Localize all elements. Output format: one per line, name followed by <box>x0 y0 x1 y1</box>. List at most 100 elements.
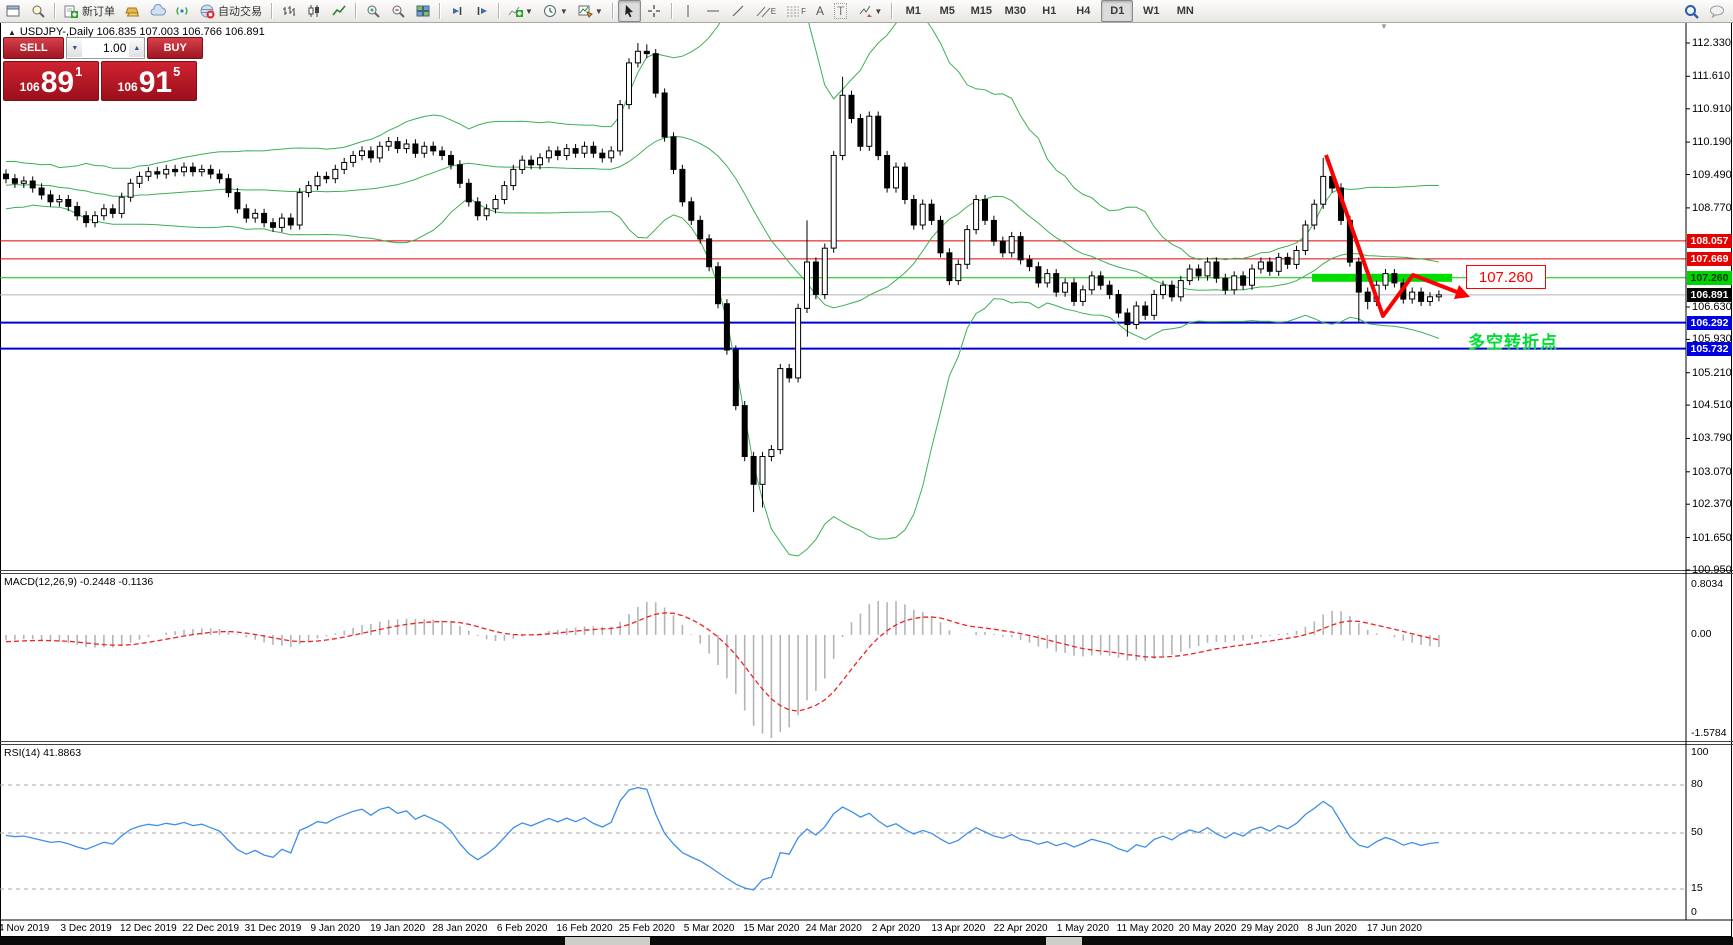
crosshair-icon <box>647 4 662 19</box>
price-tick-label: 109.490 <box>1692 168 1732 181</box>
arrows-tool-button[interactable]: ▼ <box>853 0 886 22</box>
tile-windows-icon <box>415 4 430 19</box>
autotrade-button[interactable]: 自动交易 <box>196 0 266 22</box>
text-tool-button[interactable]: A <box>812 0 828 22</box>
toolbar-separator <box>498 3 499 19</box>
templates-button[interactable]: ▼ <box>574 0 607 22</box>
sell-price-prefix: 106 <box>19 80 40 94</box>
rsi-axis-label: 15 <box>1691 882 1703 894</box>
auto-scroll-button[interactable] <box>445 0 468 22</box>
date-tick-label: 13 Apr 2020 <box>931 923 986 934</box>
taskbar-segment <box>1046 937 1082 945</box>
toolbar-separator <box>271 3 272 19</box>
indicators-button[interactable]: ▼ <box>504 0 537 22</box>
market-watch-button[interactable] <box>26 0 49 22</box>
dropdown-caret-icon: ▼ <box>874 6 883 16</box>
text-label-tool-button[interactable]: T <box>830 0 851 22</box>
candle-chart-mode-button[interactable] <box>302 0 325 22</box>
horizontal-line-icon <box>706 4 721 19</box>
date-tick-label: 20 May 2020 <box>1178 923 1237 934</box>
date-tick-label: 2 Apr 2020 <box>871 923 921 934</box>
date-tick-label: 25 Feb 2020 <box>618 923 675 934</box>
candlestick-icon <box>306 4 321 19</box>
zoom-in-button[interactable] <box>361 0 384 22</box>
rsi-axis-label: 50 <box>1691 826 1703 838</box>
price-chart[interactable] <box>0 22 1686 920</box>
price-badge: 108.057 <box>1687 233 1732 248</box>
level-annotation-box[interactable]: 107.260 <box>1466 265 1546 289</box>
rsi-axis-label: 80 <box>1691 778 1703 790</box>
timeframe-button-h1[interactable]: H1 <box>1042 5 1057 17</box>
timeframe-button-h4[interactable]: H4 <box>1076 5 1091 17</box>
magnifier-icon <box>30 4 45 19</box>
zoom-in-icon <box>365 4 380 19</box>
date-tick-label: 11 May 2020 <box>1116 923 1174 934</box>
pane-resize-handle[interactable]: ▼ <box>1380 22 1388 31</box>
sell-button[interactable]: SELL <box>3 37 65 59</box>
crosshair-tool-button[interactable] <box>643 0 666 22</box>
volume-decrease-button[interactable]: ▼ <box>67 39 83 57</box>
signal-icon <box>175 4 190 19</box>
hline-tool-button[interactable] <box>702 0 725 22</box>
turning-point-annotation[interactable]: 多空转折点 <box>1468 333 1558 352</box>
channel-tool-label: E <box>770 6 777 16</box>
date-tick-label: 19 Jan 2020 <box>370 923 426 934</box>
chart-window-button[interactable] <box>1 0 24 22</box>
volume-increase-button[interactable]: ▲ <box>129 39 145 57</box>
search-button[interactable] <box>1680 0 1703 22</box>
buy-price-main: 91 <box>138 66 173 99</box>
price-tick-label: 106.630 <box>1692 300 1732 313</box>
trendline-tool-button[interactable] <box>727 0 750 22</box>
community-button[interactable] <box>146 0 169 22</box>
text-tool-label: A <box>816 4 825 18</box>
chat-bubble-icon <box>1709 4 1724 19</box>
price-tick-label: 110.910 <box>1692 102 1731 115</box>
chat-button[interactable] <box>1705 0 1728 22</box>
line-chart-mode-button[interactable] <box>327 0 350 22</box>
buy-price-pip: 5 <box>173 64 181 79</box>
date-tick-label: 1 May 2020 <box>1056 923 1110 934</box>
tile-windows-button[interactable] <box>411 0 434 22</box>
price-tick-label: 102.370 <box>1692 498 1732 511</box>
price-tick-label: 100.950 <box>1692 564 1732 576</box>
clock-icon <box>543 4 558 19</box>
date-tick-label: 3 Dec 2019 <box>60 923 112 934</box>
date-tick-label: 9 Jan 2020 <box>310 923 361 934</box>
buy-button[interactable]: BUY <box>147 37 203 59</box>
zoom-out-button[interactable] <box>386 0 409 22</box>
vline-tool-button[interactable] <box>677 0 700 22</box>
toolbar-separator <box>439 3 440 19</box>
channel-tool-button[interactable]: E <box>752 0 780 22</box>
timeframe-button-m1[interactable]: M1 <box>905 5 921 17</box>
signals-button[interactable] <box>171 0 194 22</box>
gold-bar-icon <box>125 4 140 19</box>
zoom-out-icon <box>390 4 405 19</box>
rsi-label: RSI(14) 41.8863 <box>4 747 82 759</box>
toolbar-separator <box>611 3 613 19</box>
bar-chart-mode-button[interactable] <box>277 0 300 22</box>
timeframe-button-d1[interactable]: D1 <box>1101 0 1134 22</box>
sell-price-tile[interactable]: 106 89 1 <box>3 61 99 101</box>
fibonacci-tool-button[interactable]: F <box>782 0 810 22</box>
line-chart-icon <box>331 4 346 19</box>
timeframe-button-m15[interactable]: M15 <box>970 5 992 17</box>
new-order-button[interactable]: 新订单 <box>60 0 119 22</box>
timeframe-button-m30[interactable]: M30 <box>1004 5 1026 17</box>
macd-label: MACD(12,26,9) -0.2448 -0.1136 <box>4 576 154 588</box>
cursor-icon <box>622 4 637 19</box>
history-center-button[interactable] <box>121 0 144 22</box>
timeframe-button-w1[interactable]: W1 <box>1143 5 1160 17</box>
timeframe-button-mn[interactable]: MN <box>1176 5 1194 17</box>
autotrade-label: 自动交易 <box>218 6 262 18</box>
cursor-tool-button[interactable] <box>617 0 641 22</box>
bar-chart-icon <box>281 4 296 19</box>
buy-price-tile[interactable]: 106 91 5 <box>101 61 197 101</box>
price-tick-label: 105.210 <box>1692 366 1732 379</box>
volume-value[interactable]: 1.00 <box>103 41 127 55</box>
buy-price-prefix: 106 <box>117 80 138 94</box>
chart-shift-button[interactable] <box>470 0 493 22</box>
chart-window-icon <box>5 4 20 19</box>
periods-button[interactable]: ▼ <box>539 0 572 22</box>
timeframe-button-m5[interactable]: M5 <box>939 5 955 17</box>
price-badge: 106.891 <box>1687 287 1732 302</box>
